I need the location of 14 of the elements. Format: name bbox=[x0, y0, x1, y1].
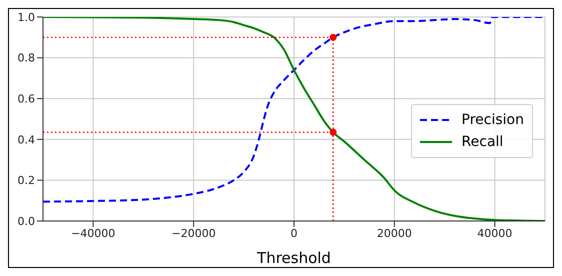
x-tick-label: −20000 bbox=[171, 226, 216, 240]
x-tick-label: −40000 bbox=[71, 226, 116, 240]
y-tick-label: 0.4 bbox=[18, 133, 35, 146]
legend-label: Recall bbox=[462, 133, 504, 152]
y-tick-label: 0.2 bbox=[18, 174, 35, 188]
y-tick-label: 0.6 bbox=[18, 92, 35, 106]
x-tick-label: 20000 bbox=[376, 226, 412, 240]
x-axis-title: Threshold bbox=[256, 249, 331, 267]
x-tick-label: 40000 bbox=[477, 226, 512, 240]
y-tick-label: 0.0 bbox=[18, 214, 35, 228]
y-tick-label: 0.8 bbox=[18, 52, 35, 65]
y-tick-label: 1.0 bbox=[18, 10, 35, 24]
x-tick-label: 0 bbox=[290, 226, 298, 240]
legend-label: Precision bbox=[462, 111, 524, 130]
